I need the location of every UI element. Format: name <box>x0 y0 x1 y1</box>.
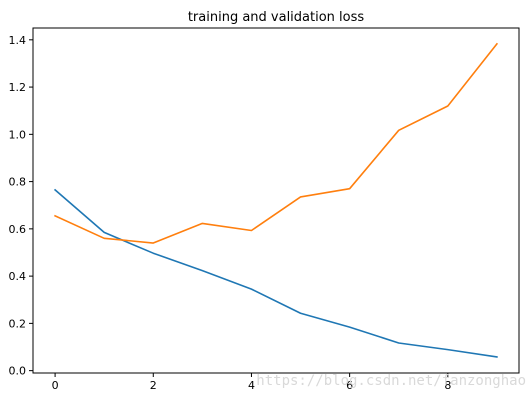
plot-frame <box>32 27 520 374</box>
x-tick-label: 2 <box>150 379 157 392</box>
y-tick-label: 1.2 <box>9 81 27 94</box>
watermark-text: https://blog.csdn.net/fanzonghao <box>256 373 526 389</box>
y-tick-label: 0.0 <box>9 365 27 378</box>
series-line-1 <box>53 188 498 358</box>
x-tick-label: 4 <box>248 379 255 392</box>
y-tick-label: 0.6 <box>9 223 27 236</box>
y-tick-label: 0.8 <box>9 176 27 189</box>
series-line-2 <box>54 42 499 244</box>
y-tick-label: 1.4 <box>9 34 27 47</box>
plot-area: 0 2 4 6 8 0.0 0.2 0.4 0.6 0.8 1.0 1.2 1.4 <box>9 27 520 392</box>
chart-title: training and validation loss <box>188 10 365 25</box>
x-tick-label: 6 <box>346 379 353 392</box>
x-tick-label: 0 <box>52 379 59 392</box>
y-tick-label: 1.0 <box>9 128 27 141</box>
y-tick-label: 0.2 <box>9 317 27 330</box>
x-tick-label: 8 <box>444 379 451 392</box>
y-tick-label: 0.4 <box>9 270 27 283</box>
